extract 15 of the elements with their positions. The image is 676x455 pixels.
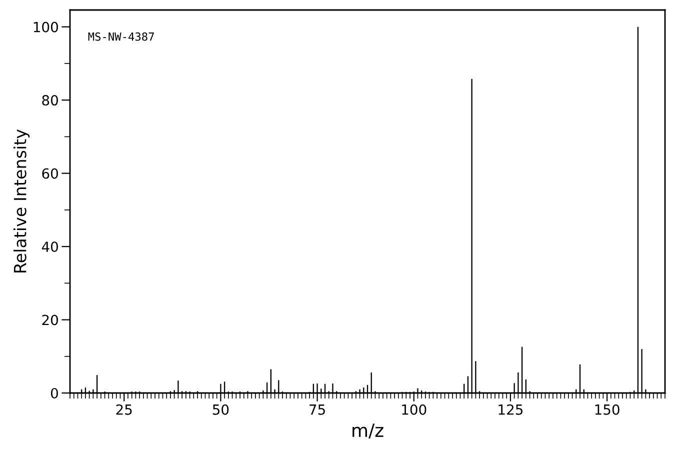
y-axis-title: Relative Intensity — [13, 129, 30, 272]
x-tick-label: 25 — [116, 404, 132, 415]
y-tick-label: 0 — [50, 388, 58, 398]
y-tick-label: 100 — [34, 22, 58, 32]
y-tick-label: 80 — [42, 95, 58, 106]
y-tick-label: 20 — [42, 314, 58, 326]
annotation: MS-NW-4387 — [88, 32, 154, 41]
y-tick-label: 60 — [42, 168, 58, 179]
y-tick-label: 40 — [42, 242, 58, 252]
x-axis-title: m/z — [352, 424, 384, 439]
x-tick-label: 50 — [212, 404, 229, 415]
x-tick-label: 125 — [498, 404, 522, 415]
x-tick-label: 75 — [310, 404, 325, 415]
x-tick-label: 150 — [595, 404, 620, 415]
x-tick-label: 100 — [402, 404, 426, 415]
